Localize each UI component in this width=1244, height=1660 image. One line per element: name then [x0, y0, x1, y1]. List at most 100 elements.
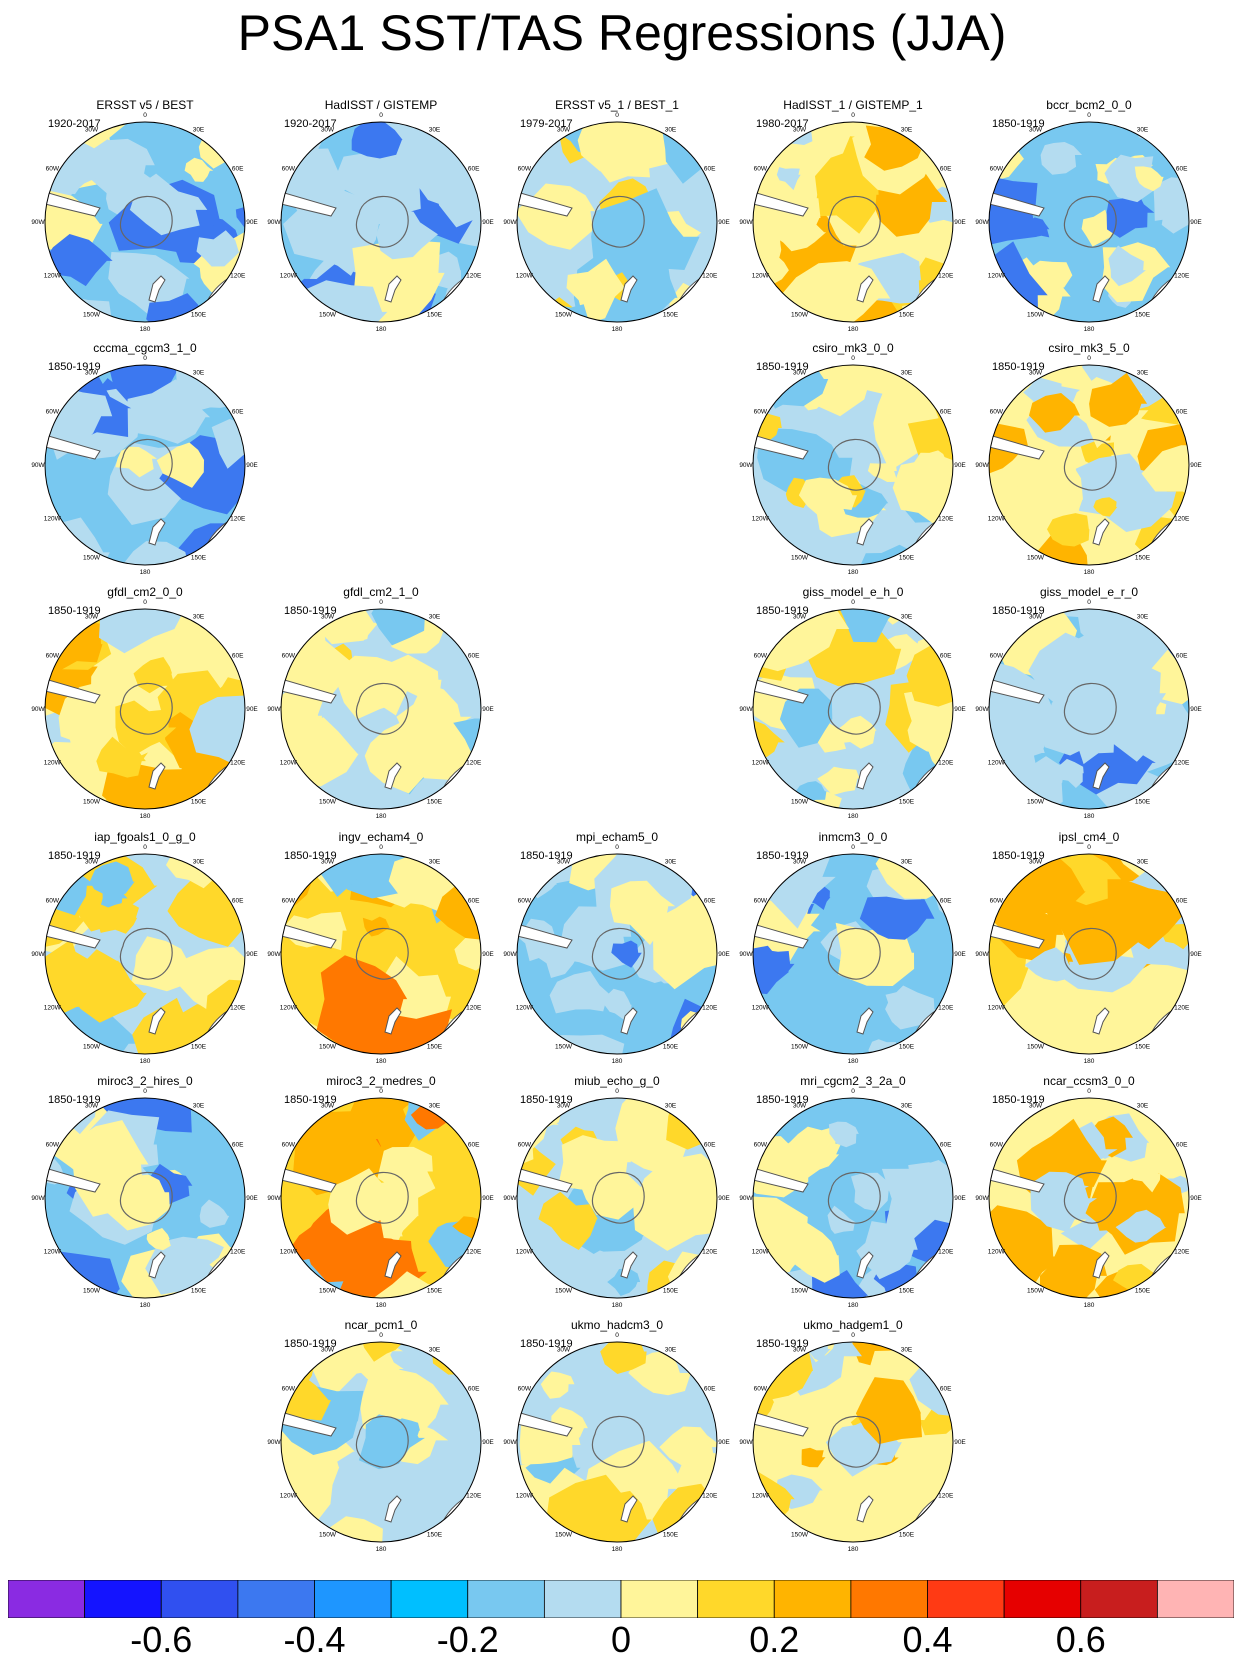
south-america-landmass: [753, 191, 809, 217]
longitude-label: 30E: [901, 1346, 913, 1353]
anomaly-region: [917, 1342, 953, 1372]
longitude-label: 120E: [466, 273, 482, 280]
panel-title: inmcm3_0_0: [818, 830, 888, 844]
longitude-label: 60E: [232, 898, 244, 905]
colorbar-tick-label: 0.4: [902, 1619, 953, 1660]
panel-period: 1850-1919: [756, 850, 809, 862]
map-panel: miroc3_2_medres_0 1850-1919 0 30E 60E 90E 120E…: [266, 1074, 496, 1314]
colorbar-tick-label: 0: [610, 1619, 632, 1660]
longitude-label: 90E: [1190, 462, 1202, 469]
anomaly-region: [131, 936, 191, 992]
longitude-label: 90E: [482, 1439, 494, 1446]
new-zealand-landmass: [1092, 762, 1110, 790]
new-zealand-landmass: [148, 275, 166, 303]
longitude-label: 150E: [1135, 312, 1151, 319]
longitude-label: 30E: [665, 858, 677, 865]
antarctica-outline: [591, 927, 645, 980]
longitude-label: 90W: [975, 1195, 989, 1202]
map-border: [516, 1341, 718, 1543]
map-panel: gfdl_cm2_1_0 1850-1919 0 30E 60E 90E 120E 150E 1…: [266, 585, 496, 825]
longitude-label: 150W: [319, 1532, 337, 1539]
longitude-label: 90E: [246, 951, 258, 958]
longitude-label: 90E: [718, 1195, 730, 1202]
new-zealand-landmass: [620, 275, 638, 303]
anomaly-region: [283, 280, 388, 322]
longitude-label: 120E: [466, 1493, 482, 1500]
longitude-label: 0: [379, 1088, 383, 1095]
antarctica-outline: [355, 1415, 409, 1468]
colorbar-segment: [697, 1579, 775, 1619]
longitude-label: 90W: [503, 1439, 517, 1446]
anomaly-region: [1030, 1171, 1097, 1233]
panel-period: 1850-1919: [284, 850, 337, 862]
longitude-label: 30W: [321, 1346, 335, 1353]
anomaly-region: [1161, 196, 1189, 234]
polar-map: 0 30E 60E 90E 120E 150E 180 150W 120W 90W 60W 30W: [267, 599, 494, 820]
new-zealand-landmass: [1092, 518, 1110, 546]
longitude-label: 180: [848, 813, 859, 820]
south-america-landmass: [281, 191, 337, 217]
longitude-label: 60E: [1176, 409, 1188, 416]
anomaly-region: [1085, 1169, 1185, 1255]
longitude-label: 60W: [282, 898, 296, 905]
anomaly-region: [706, 1526, 717, 1542]
panel-title: ingv_echam4_0: [338, 830, 424, 844]
longitude-label: 120W: [988, 516, 1006, 523]
south-america-landmass: [753, 434, 809, 460]
longitude-label: 120E: [466, 1005, 482, 1012]
longitude-label: 180: [612, 1546, 623, 1553]
longitude-label: 120E: [938, 516, 954, 523]
longitude-label: 60W: [282, 166, 296, 173]
longitude-label: 60E: [940, 1142, 952, 1149]
longitude-label: 60W: [990, 1142, 1004, 1149]
panel-title: ERSST v5_1 / BEST_1: [555, 98, 679, 112]
longitude-label: 180: [140, 326, 151, 333]
longitude-label: 30W: [321, 1102, 335, 1109]
new-zealand-landmass: [856, 1495, 874, 1523]
anomaly-region: [783, 1220, 840, 1283]
longitude-label: 0: [143, 1088, 147, 1095]
longitude-label: 30W: [557, 1346, 571, 1353]
longitude-label: 30W: [793, 1346, 807, 1353]
longitude-label: 0: [851, 599, 855, 606]
panel-title: csiro_mk3_0_0: [812, 341, 894, 355]
anomaly-region: [1089, 372, 1148, 427]
panel-title: ipsl_cm4_0: [1058, 830, 1120, 844]
panel-title: miroc3_2_hires_0: [97, 1074, 193, 1088]
panel-period: 1979-2017: [520, 118, 573, 130]
map-border: [44, 608, 246, 810]
longitude-label: 90E: [954, 219, 966, 226]
polar-map: 0 30E 60E 90E 120E 150E 180 150W 120W 90W 60W 30W: [267, 1332, 494, 1553]
antarctica-outline: [1063, 195, 1117, 248]
longitude-label: 120W: [988, 1005, 1006, 1012]
anomaly-region: [385, 654, 442, 702]
anomaly-region: [431, 1342, 481, 1375]
panel-period: 1850-1919: [284, 1338, 337, 1350]
antarctica-outline: [355, 927, 409, 980]
map-border: [280, 608, 482, 810]
anomaly-region: [235, 206, 245, 230]
anomaly-region: [788, 1134, 840, 1181]
anomaly-region: [96, 900, 139, 934]
anomaly-region: [96, 736, 146, 778]
anomaly-region: [45, 1250, 120, 1298]
longitude-label: 150W: [1027, 1044, 1045, 1051]
polar-map: 0 30E 60E 90E 120E 150E 180 150W 120W 90W 60W 30W: [975, 844, 1202, 1065]
anomaly-region: [72, 1120, 149, 1217]
anomaly-region: [45, 234, 113, 287]
anomaly-region: [281, 1385, 364, 1455]
colorbar-segment: [1003, 1579, 1082, 1619]
polar-map: 0 30E 60E 90E 120E 150E 180 150W 120W 90W 60W 30W: [31, 844, 258, 1065]
longitude-label: 60E: [468, 166, 480, 173]
new-zealand-landmass: [384, 275, 402, 303]
longitude-label: 150W: [83, 1288, 101, 1295]
longitude-label: 180: [612, 1058, 623, 1065]
longitude-label: 30W: [1029, 126, 1043, 133]
longitude-label: 30W: [1029, 858, 1043, 865]
anomaly-region: [333, 152, 430, 216]
panel-title: bccr_bcm2_0_0: [1046, 98, 1132, 112]
south-america-landmass: [281, 1411, 337, 1437]
anomaly-region: [115, 700, 177, 756]
anomaly-region: [753, 365, 796, 377]
panel-period: 1850-1919: [992, 118, 1045, 130]
